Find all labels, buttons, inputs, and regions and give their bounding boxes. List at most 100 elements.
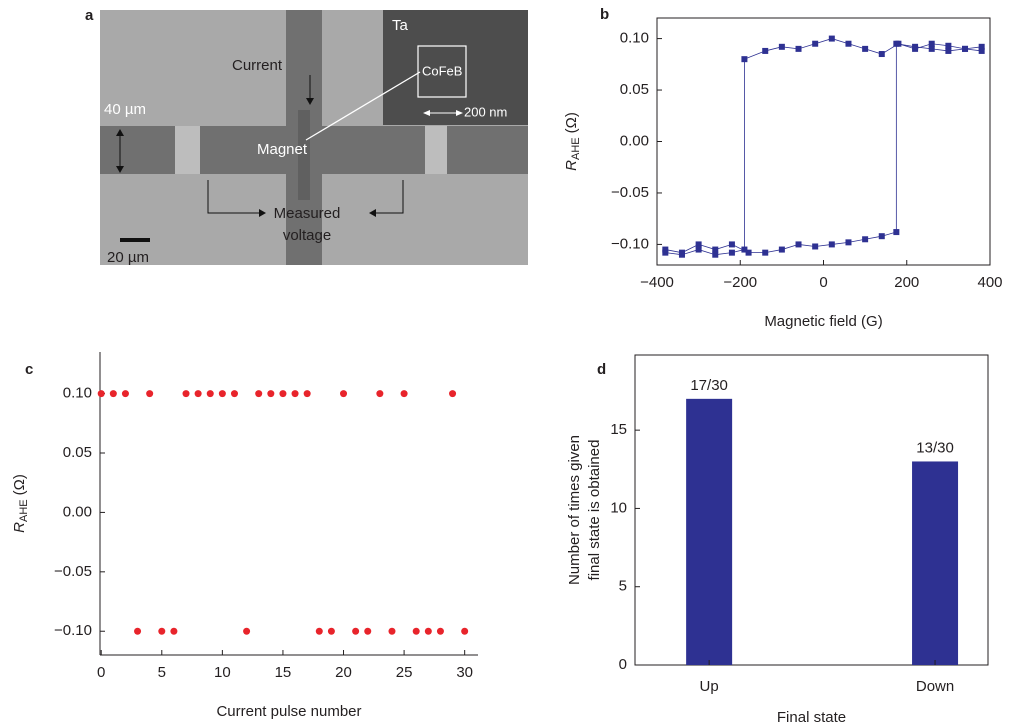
marker	[912, 46, 918, 52]
marker	[895, 41, 901, 47]
marker	[845, 41, 851, 47]
marker	[829, 36, 835, 42]
point	[340, 390, 347, 397]
marker	[945, 48, 951, 54]
label: Magnet	[257, 141, 308, 158]
inset-label: Ta	[392, 17, 409, 34]
label: voltage	[283, 227, 331, 244]
x-tick-label: Up	[700, 678, 719, 695]
point	[461, 628, 468, 635]
point	[328, 628, 335, 635]
marker	[796, 46, 802, 52]
y-tick-label: 0.10	[63, 385, 92, 402]
x-tick-label: 10	[214, 664, 231, 681]
marker	[945, 43, 951, 49]
x-axis-label: Final state	[777, 709, 846, 726]
marker	[712, 247, 718, 253]
marker	[929, 41, 935, 47]
label-symbol: R	[11, 522, 28, 533]
y-tick-label: 0.00	[63, 503, 92, 520]
marker	[929, 46, 935, 52]
point	[195, 390, 202, 397]
y-tick-label: −0.05	[611, 184, 649, 201]
y-tick-label: 0.00	[620, 132, 649, 149]
point	[388, 628, 395, 635]
point	[425, 628, 432, 635]
y-tick-label: 0.05	[63, 444, 92, 461]
x-tick-label: Down	[916, 678, 954, 695]
marker	[729, 241, 735, 247]
x-tick-label: 400	[977, 274, 1002, 291]
point	[449, 390, 456, 397]
x-tick-label: 20	[335, 664, 352, 681]
y-axis-label: final state is obtained	[586, 440, 603, 581]
point	[437, 628, 444, 635]
bar	[912, 461, 958, 665]
point	[316, 628, 323, 635]
marker	[796, 241, 802, 247]
y-tick-label: 5	[619, 578, 627, 595]
point	[352, 628, 359, 635]
x-tick-label: 30	[456, 664, 473, 681]
y-tick-label: −0.10	[54, 622, 92, 639]
y-tick-label: −0.10	[611, 235, 649, 252]
marker	[741, 56, 747, 62]
marker	[829, 241, 835, 247]
marker	[845, 239, 851, 245]
marker	[879, 51, 885, 57]
x-axis-label: Magnetic field (G)	[764, 313, 882, 330]
point	[122, 390, 129, 397]
point	[364, 628, 371, 635]
point	[413, 628, 420, 635]
label-symbol: R	[563, 160, 580, 171]
panel-label: c	[25, 361, 33, 378]
marker	[762, 250, 768, 256]
label-subscript: AHE	[18, 499, 30, 522]
point	[219, 390, 226, 397]
x-tick-label: −200	[723, 274, 757, 291]
marker	[729, 250, 735, 256]
point	[110, 390, 117, 397]
marker	[879, 233, 885, 239]
label-subscript: AHE	[570, 137, 582, 160]
marker	[679, 252, 685, 258]
value-label: 13/30	[916, 439, 954, 456]
point	[267, 390, 274, 397]
figure: a Ta CoFeB Current 40 µm Magnet 200 nm M…	[0, 0, 1009, 726]
y-axis-label: RAHE (Ω)	[563, 112, 582, 171]
x-tick-label: 15	[275, 664, 292, 681]
value-label: 17/30	[690, 377, 728, 394]
x-tick-label: 5	[158, 664, 166, 681]
point	[158, 628, 165, 635]
marker	[779, 44, 785, 50]
point	[134, 628, 141, 635]
marker	[862, 236, 868, 242]
x-tick-label: −400	[640, 274, 674, 291]
marker	[696, 247, 702, 253]
marker	[812, 243, 818, 249]
point	[304, 390, 311, 397]
marker	[741, 247, 747, 253]
x-axis-label: Current pulse number	[216, 703, 361, 720]
panel-label: d	[597, 361, 606, 378]
line	[665, 44, 981, 253]
label: Measured	[274, 205, 341, 222]
y-tick-label: 0.05	[620, 81, 649, 98]
panel-label: b	[600, 6, 609, 23]
x-tick-label: 0	[819, 274, 827, 291]
bar	[686, 399, 732, 665]
label-unit: (Ω)	[563, 112, 580, 133]
inset-label: 200 nm	[464, 104, 507, 119]
point	[401, 390, 408, 397]
marker	[812, 41, 818, 47]
point	[279, 390, 286, 397]
axes-frame	[657, 18, 990, 265]
x-tick-label: 200	[894, 274, 919, 291]
inset-label: CoFeB	[422, 63, 462, 78]
marker	[662, 250, 668, 256]
y-tick-label: 0	[619, 656, 627, 673]
marker	[779, 247, 785, 253]
panel-label: a	[85, 7, 94, 24]
y-tick-label: 10	[610, 499, 627, 516]
marker	[712, 252, 718, 258]
